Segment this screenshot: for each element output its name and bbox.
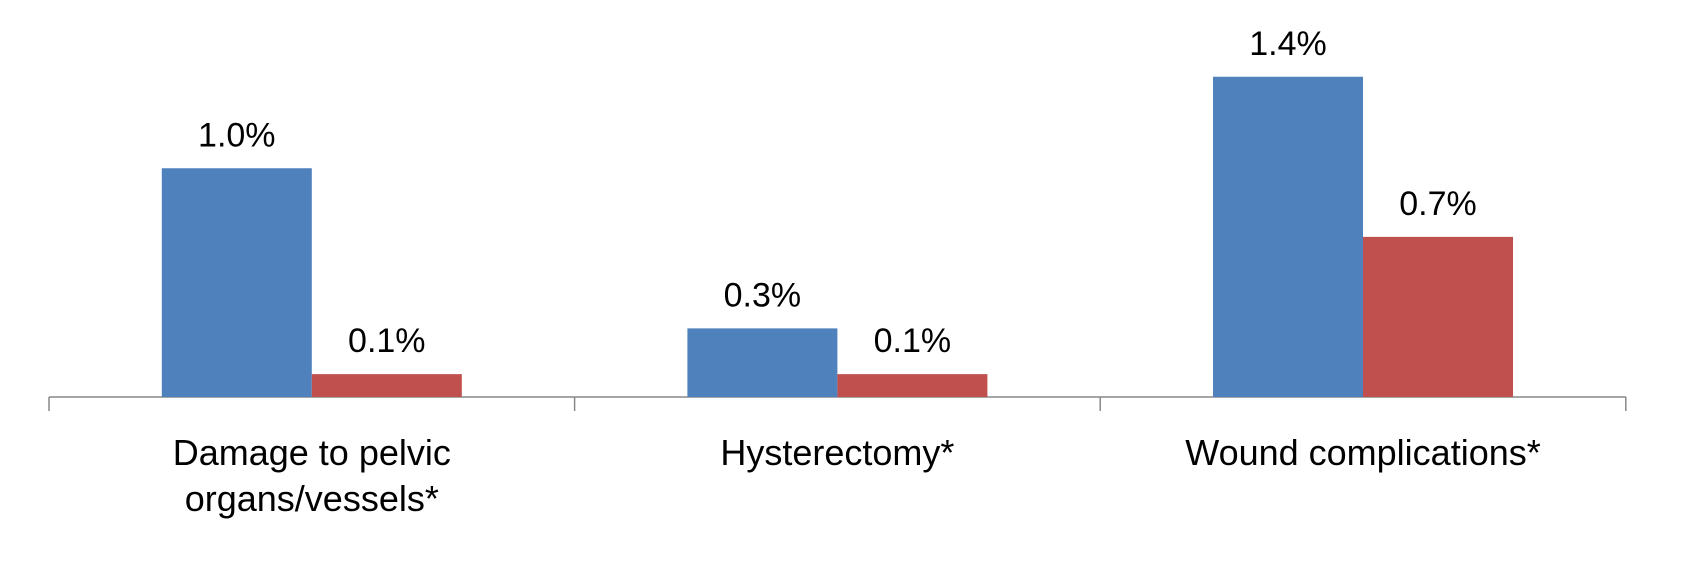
x-tick-label: Wound complications* [1185, 432, 1541, 473]
data-label: 0.3% [724, 276, 802, 314]
bar [311, 374, 462, 397]
data-label: 0.1% [348, 322, 426, 360]
x-tick-label: Hysterectomy* [720, 432, 955, 473]
data-label: 0.1% [874, 322, 952, 360]
data-label: 1.0% [198, 116, 276, 154]
data-label: 0.7% [1399, 185, 1477, 223]
bar [161, 168, 312, 397]
data-label: 1.4% [1249, 25, 1327, 63]
x-tick-label: Damage to pelvic organs/vessels* [172, 432, 451, 519]
bar [1213, 76, 1363, 397]
bar [687, 328, 838, 397]
bar [837, 374, 988, 397]
bar [1363, 236, 1513, 397]
